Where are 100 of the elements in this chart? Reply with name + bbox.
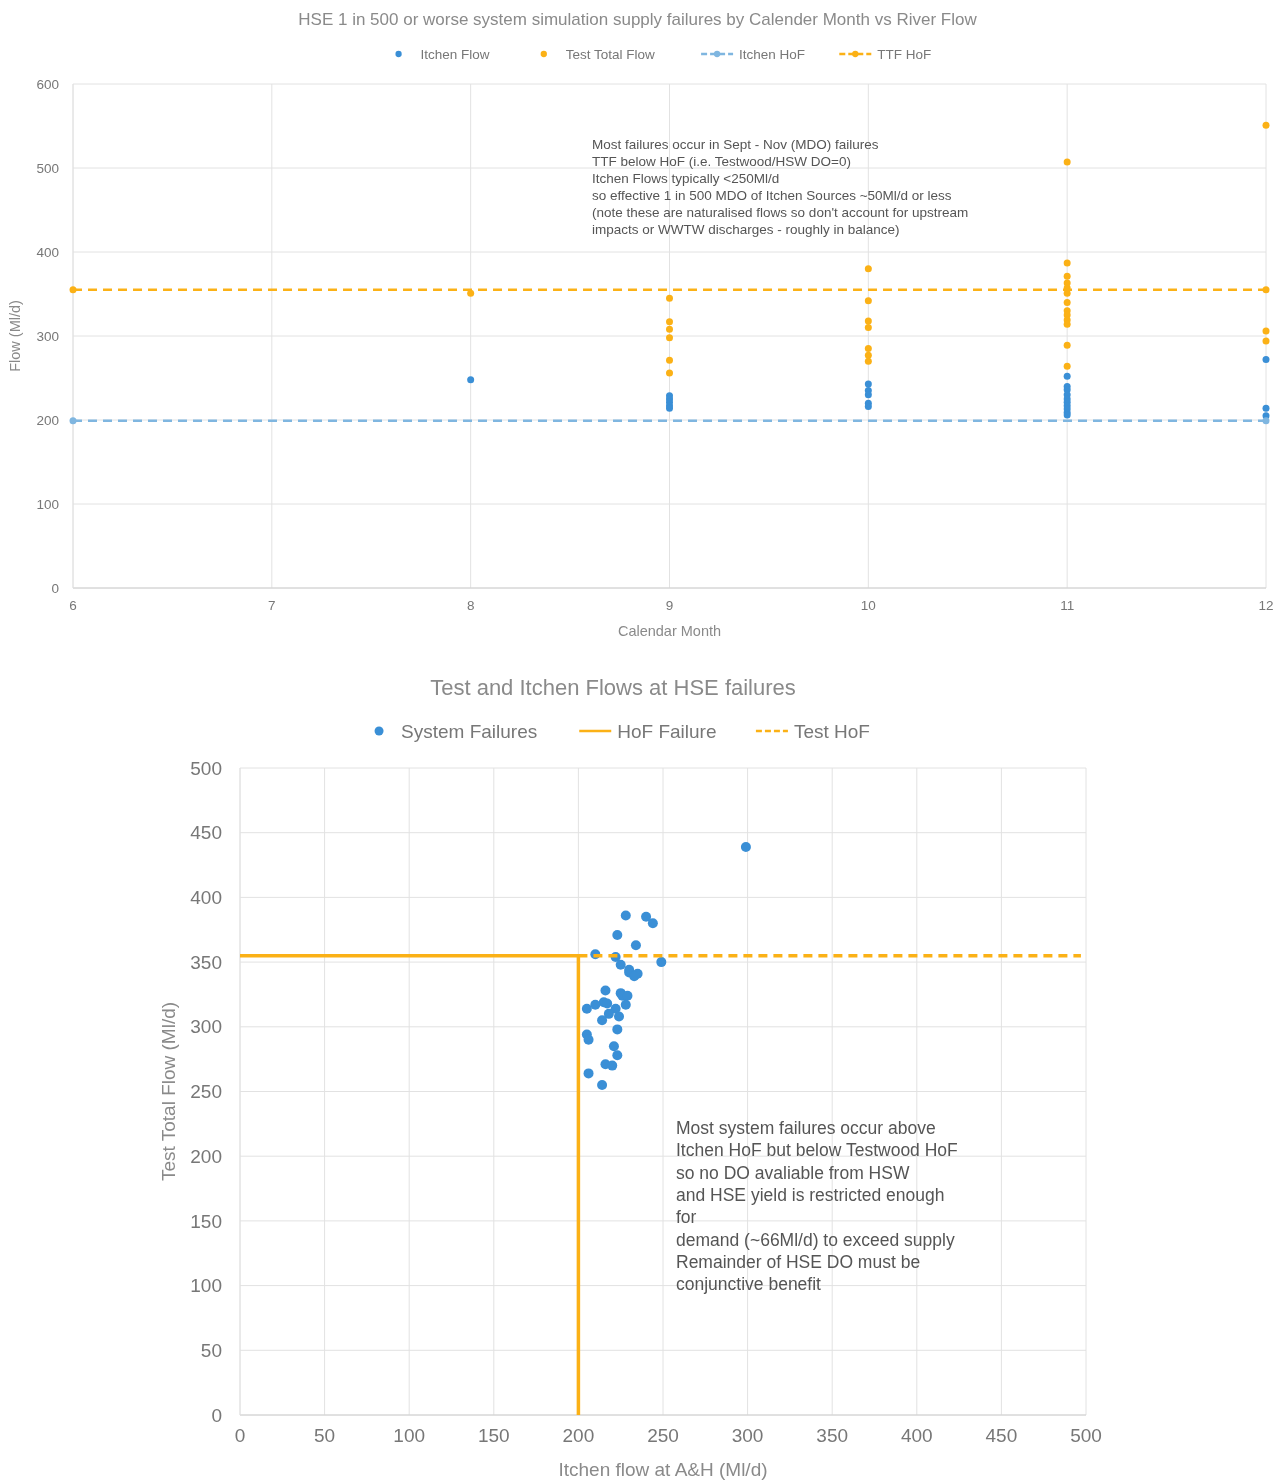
point xyxy=(666,356,673,364)
point xyxy=(1262,327,1270,335)
y-tick-label: 0 xyxy=(51,580,59,596)
x-tick-label: 200 xyxy=(562,1425,595,1446)
point xyxy=(1063,259,1071,267)
point xyxy=(597,1015,608,1026)
point xyxy=(603,1008,614,1019)
y-tick-label: 500 xyxy=(36,160,59,176)
point xyxy=(1063,341,1071,349)
x-tick-label: 12 xyxy=(1258,597,1274,613)
point xyxy=(602,998,613,1009)
point xyxy=(1262,121,1270,129)
y-tick-label: 250 xyxy=(190,1081,222,1103)
annotation: Most system failures occur above Itchen HoF but below Testwood HoF so no DO avaliable from HSW and HSE yield is restricted enough for demand (~66Ml/d) to exceed supply Remainder of HSE DO must be conjunctive benefit xyxy=(676,1118,958,1295)
x-tick-label: 0 xyxy=(234,1425,246,1446)
point xyxy=(864,357,872,365)
legend-label: HoF Failure xyxy=(617,720,717,742)
point xyxy=(864,317,872,325)
y-tick-label: 150 xyxy=(190,1210,222,1232)
point xyxy=(864,324,872,332)
chart-title: HSE 1 in 500 or worse system simulation supply failures by Calender Month vs River Flow xyxy=(298,10,978,29)
point xyxy=(666,334,673,342)
point xyxy=(600,985,611,996)
point xyxy=(612,929,623,940)
x-tick-label: 8 xyxy=(466,597,475,613)
x-tick-label: 300 xyxy=(731,1425,764,1446)
point xyxy=(864,297,872,305)
y-axis-title: Test Total Flow (Ml/d) xyxy=(158,1001,179,1182)
point xyxy=(1063,298,1071,306)
point xyxy=(864,403,872,411)
x-tick-label: 500 xyxy=(1070,1425,1102,1446)
point xyxy=(864,265,872,273)
point xyxy=(864,345,872,353)
legend-label: TTF HoF xyxy=(877,46,932,62)
point xyxy=(647,918,658,929)
y-tick-label: 50 xyxy=(200,1339,222,1361)
x-tick-label: 6 xyxy=(69,597,77,613)
y-tick-label: 600 xyxy=(36,76,59,92)
point xyxy=(607,1060,618,1071)
legend-label: System Failures xyxy=(401,720,538,742)
legend-label: Test Total Flow xyxy=(565,46,656,62)
x-tick-label: 10 xyxy=(860,597,876,613)
x-tick-label: 350 xyxy=(816,1425,849,1446)
y-tick-label: 450 xyxy=(190,822,222,844)
point xyxy=(583,1034,594,1045)
point xyxy=(467,289,475,297)
y-tick-label: 300 xyxy=(36,328,59,344)
x-tick-label: 11 xyxy=(1060,597,1075,613)
x-tick-label: 9 xyxy=(665,597,674,613)
y-tick-label: 100 xyxy=(36,496,59,512)
y-tick-label: 500 xyxy=(190,757,222,779)
x-tick-label: 50 xyxy=(314,1425,336,1446)
point xyxy=(1063,272,1071,280)
point xyxy=(641,911,652,922)
point xyxy=(620,999,631,1010)
point xyxy=(864,380,872,388)
x-tick-label: 150 xyxy=(477,1425,510,1446)
y-tick-label: 0 xyxy=(211,1404,222,1426)
point xyxy=(69,286,77,294)
y-tick-label: 300 xyxy=(190,1016,222,1038)
point xyxy=(1262,417,1270,425)
x-tick-label: 100 xyxy=(393,1425,426,1446)
x-tick-label: 250 xyxy=(647,1425,679,1446)
legend-label: Itchen HoF xyxy=(739,46,806,62)
annotation: Most failures occur in Sept - Nov (MDO) failures TTF below HoF (i.e. Testwood/HSW DO=0) Itchen Flows typically <250Ml/d so effective 1 in 500 MDO of Itchen Sources ~50Ml/d or less (note these are naturalised flows so don't account for upstream impacts or WWTW discharges - roughly in balance) xyxy=(592,137,969,237)
legend-label: Test HoF xyxy=(793,720,870,742)
x-tick-label: 7 xyxy=(268,597,276,613)
y-axis-title: Flow (Ml/d) xyxy=(7,300,23,372)
y-tick-label: 200 xyxy=(190,1145,222,1167)
point xyxy=(666,325,673,333)
point xyxy=(620,910,631,921)
point xyxy=(608,1041,619,1052)
point xyxy=(612,1050,623,1061)
point xyxy=(666,294,673,302)
y-tick-label: 400 xyxy=(36,244,59,260)
x-axis-title: Calendar Month xyxy=(617,623,722,639)
point xyxy=(69,417,77,425)
chart-title: Test and Itchen Flows at HSE failures xyxy=(430,675,796,700)
x-axis-title: Itchen flow at A&H (Ml/d) xyxy=(558,1459,768,1480)
y-tick-label: 200 xyxy=(36,412,59,428)
point xyxy=(666,369,673,377)
point xyxy=(1063,362,1071,370)
point xyxy=(583,1068,594,1079)
point xyxy=(1262,337,1270,345)
point xyxy=(467,376,475,384)
point xyxy=(597,1080,608,1091)
point xyxy=(1262,286,1270,294)
y-tick-label: 350 xyxy=(190,951,222,973)
point xyxy=(1063,158,1071,166)
point xyxy=(630,940,641,951)
point xyxy=(666,318,673,326)
point xyxy=(1063,372,1071,380)
point xyxy=(1262,404,1270,412)
point xyxy=(581,1003,592,1014)
point xyxy=(612,1024,623,1035)
point xyxy=(615,959,626,970)
point xyxy=(656,957,667,968)
point xyxy=(1262,356,1270,364)
point xyxy=(590,999,601,1010)
point xyxy=(864,391,872,399)
